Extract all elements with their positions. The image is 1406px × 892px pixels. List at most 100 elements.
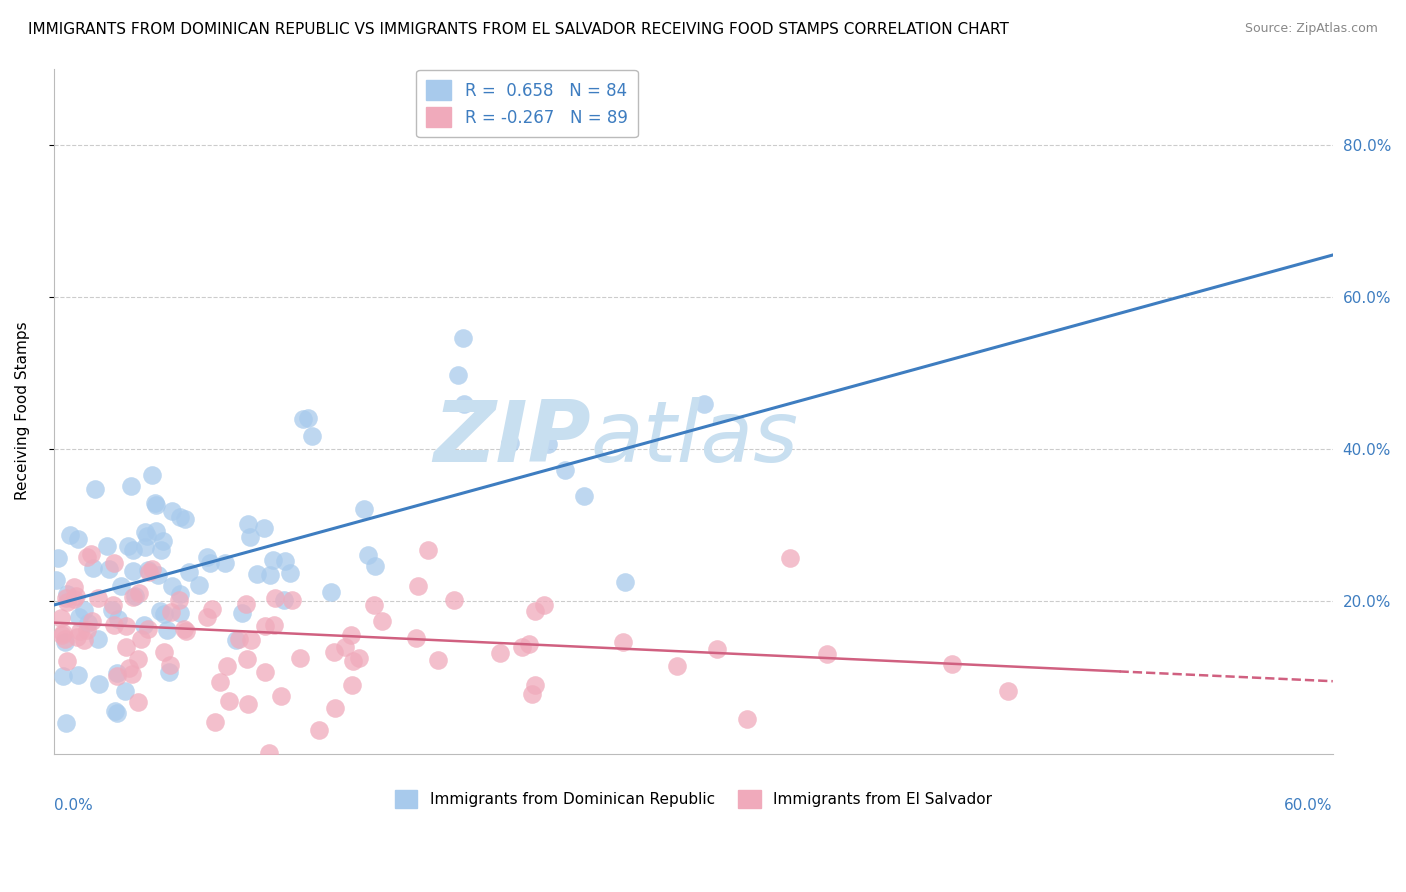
Point [278, 566, 301, 580]
Point [357, 549, 380, 563]
Point [340, 628, 363, 642]
Text: IMMIGRANTS FROM DOMINICAN REPUBLIC VS IMMIGRANTS FROM EL SALVADOR RECEIVING FOOD: IMMIGRANTS FROM DOMINICAN REPUBLIC VS IM… [28, 22, 1010, 37]
Point [737, 712, 759, 726]
Point [51, 610, 73, 624]
Point [488, 646, 510, 660]
Point [73, 632, 96, 647]
Point [195, 550, 218, 565]
Point [80, 614, 103, 628]
Point [198, 556, 221, 570]
Point [574, 489, 596, 503]
Point [259, 568, 281, 582]
Point [138, 565, 160, 579]
Point [105, 668, 128, 682]
Point [157, 665, 180, 680]
Point [204, 714, 226, 729]
Point [56, 654, 79, 668]
Point [941, 657, 963, 672]
Point [153, 645, 176, 659]
Point [451, 331, 474, 345]
Point [253, 521, 276, 535]
Point [174, 511, 197, 525]
Text: Source: ZipAtlas.com: Source: ZipAtlas.com [1244, 22, 1378, 36]
Point [231, 606, 253, 620]
Point [73, 603, 96, 617]
Point [63, 580, 86, 594]
Point [347, 650, 370, 665]
Legend: Immigrants from Dominican Republic, Immigrants from El Salvador: Immigrants from Dominican Republic, Immi… [388, 783, 998, 814]
Point [406, 579, 429, 593]
Point [56, 587, 79, 601]
Point [363, 598, 385, 612]
Point [522, 687, 544, 701]
Point [82, 560, 104, 574]
Point [100, 603, 122, 617]
Point [55, 716, 77, 731]
Point [136, 529, 159, 543]
Point [416, 543, 439, 558]
Point [53, 632, 76, 647]
Point [364, 558, 387, 573]
Text: 0.0%: 0.0% [53, 798, 93, 813]
Point [524, 678, 547, 692]
Point [121, 564, 143, 578]
Text: atlas: atlas [591, 397, 799, 480]
Point [117, 539, 139, 553]
Point [706, 642, 728, 657]
Point [693, 397, 716, 411]
Point [236, 698, 259, 712]
Point [45, 573, 67, 587]
Point [195, 609, 218, 624]
Point [453, 397, 475, 411]
Point [115, 619, 138, 633]
Point [321, 585, 343, 599]
Point [259, 746, 281, 760]
Point [235, 597, 257, 611]
Point [87, 591, 110, 605]
Point [236, 516, 259, 531]
Point [333, 640, 356, 654]
Point [238, 530, 260, 544]
Point [97, 562, 120, 576]
Point [301, 429, 323, 443]
Point [614, 575, 637, 590]
Point [69, 624, 91, 638]
Point [225, 632, 247, 647]
Point [148, 567, 170, 582]
Point [150, 543, 173, 558]
Point [201, 601, 224, 615]
Point [160, 504, 183, 518]
Point [120, 479, 142, 493]
Point [160, 605, 183, 619]
Point [160, 579, 183, 593]
Point [779, 551, 801, 566]
Point [66, 668, 89, 682]
Point [107, 612, 129, 626]
Point [141, 562, 163, 576]
Point [236, 652, 259, 666]
Point [239, 632, 262, 647]
Point [76, 615, 98, 630]
Point [51, 628, 73, 642]
Point [59, 527, 82, 541]
Point [169, 587, 191, 601]
Point [89, 677, 111, 691]
Point [254, 665, 277, 679]
Point [115, 640, 138, 654]
Point [340, 678, 363, 692]
Point [52, 625, 75, 640]
Text: ZIP: ZIP [433, 397, 591, 480]
Point [55, 595, 77, 609]
Point [145, 498, 167, 512]
Point [997, 683, 1019, 698]
Point [118, 661, 141, 675]
Point [517, 637, 540, 651]
Point [103, 704, 125, 718]
Point [103, 617, 125, 632]
Point [292, 412, 315, 426]
Point [612, 635, 634, 649]
Point [134, 540, 156, 554]
Point [173, 622, 195, 636]
Point [159, 657, 181, 672]
Point [122, 543, 145, 558]
